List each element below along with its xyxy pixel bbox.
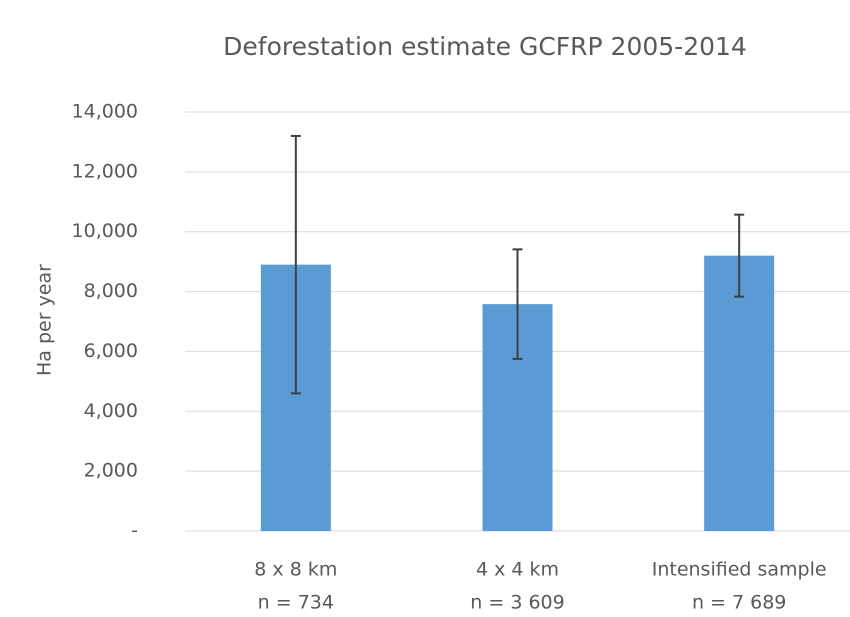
x-tick-label: n = 7 689 — [692, 592, 786, 614]
chart-title: Deforestation estimate GCFRP 2005-2014 — [223, 32, 747, 61]
y-tick-label: 12,000 — [72, 160, 138, 182]
y-tick-label: 4,000 — [84, 400, 138, 422]
y-tick-label: - — [131, 520, 138, 542]
y-tick-label: 14,000 — [72, 101, 138, 123]
error-bar — [734, 213, 745, 298]
x-tick-label: Intensified sample — [652, 559, 827, 581]
y-tick-label: 8,000 — [84, 280, 138, 302]
y-tick-label: 2,000 — [84, 460, 138, 482]
x-tick-label: n = 3 609 — [470, 592, 564, 614]
x-tick-label: 4 x 4 km — [476, 559, 559, 581]
y-axis-label: Ha per year — [34, 264, 56, 376]
bar — [704, 255, 775, 531]
error-bar — [512, 248, 523, 360]
y-tick-label: 6,000 — [84, 340, 138, 362]
error-bar — [290, 134, 301, 395]
y-tick-label: 10,000 — [72, 220, 138, 242]
x-tick-label: 8 x 8 km — [254, 559, 337, 581]
x-tick-label: n = 734 — [258, 592, 334, 614]
